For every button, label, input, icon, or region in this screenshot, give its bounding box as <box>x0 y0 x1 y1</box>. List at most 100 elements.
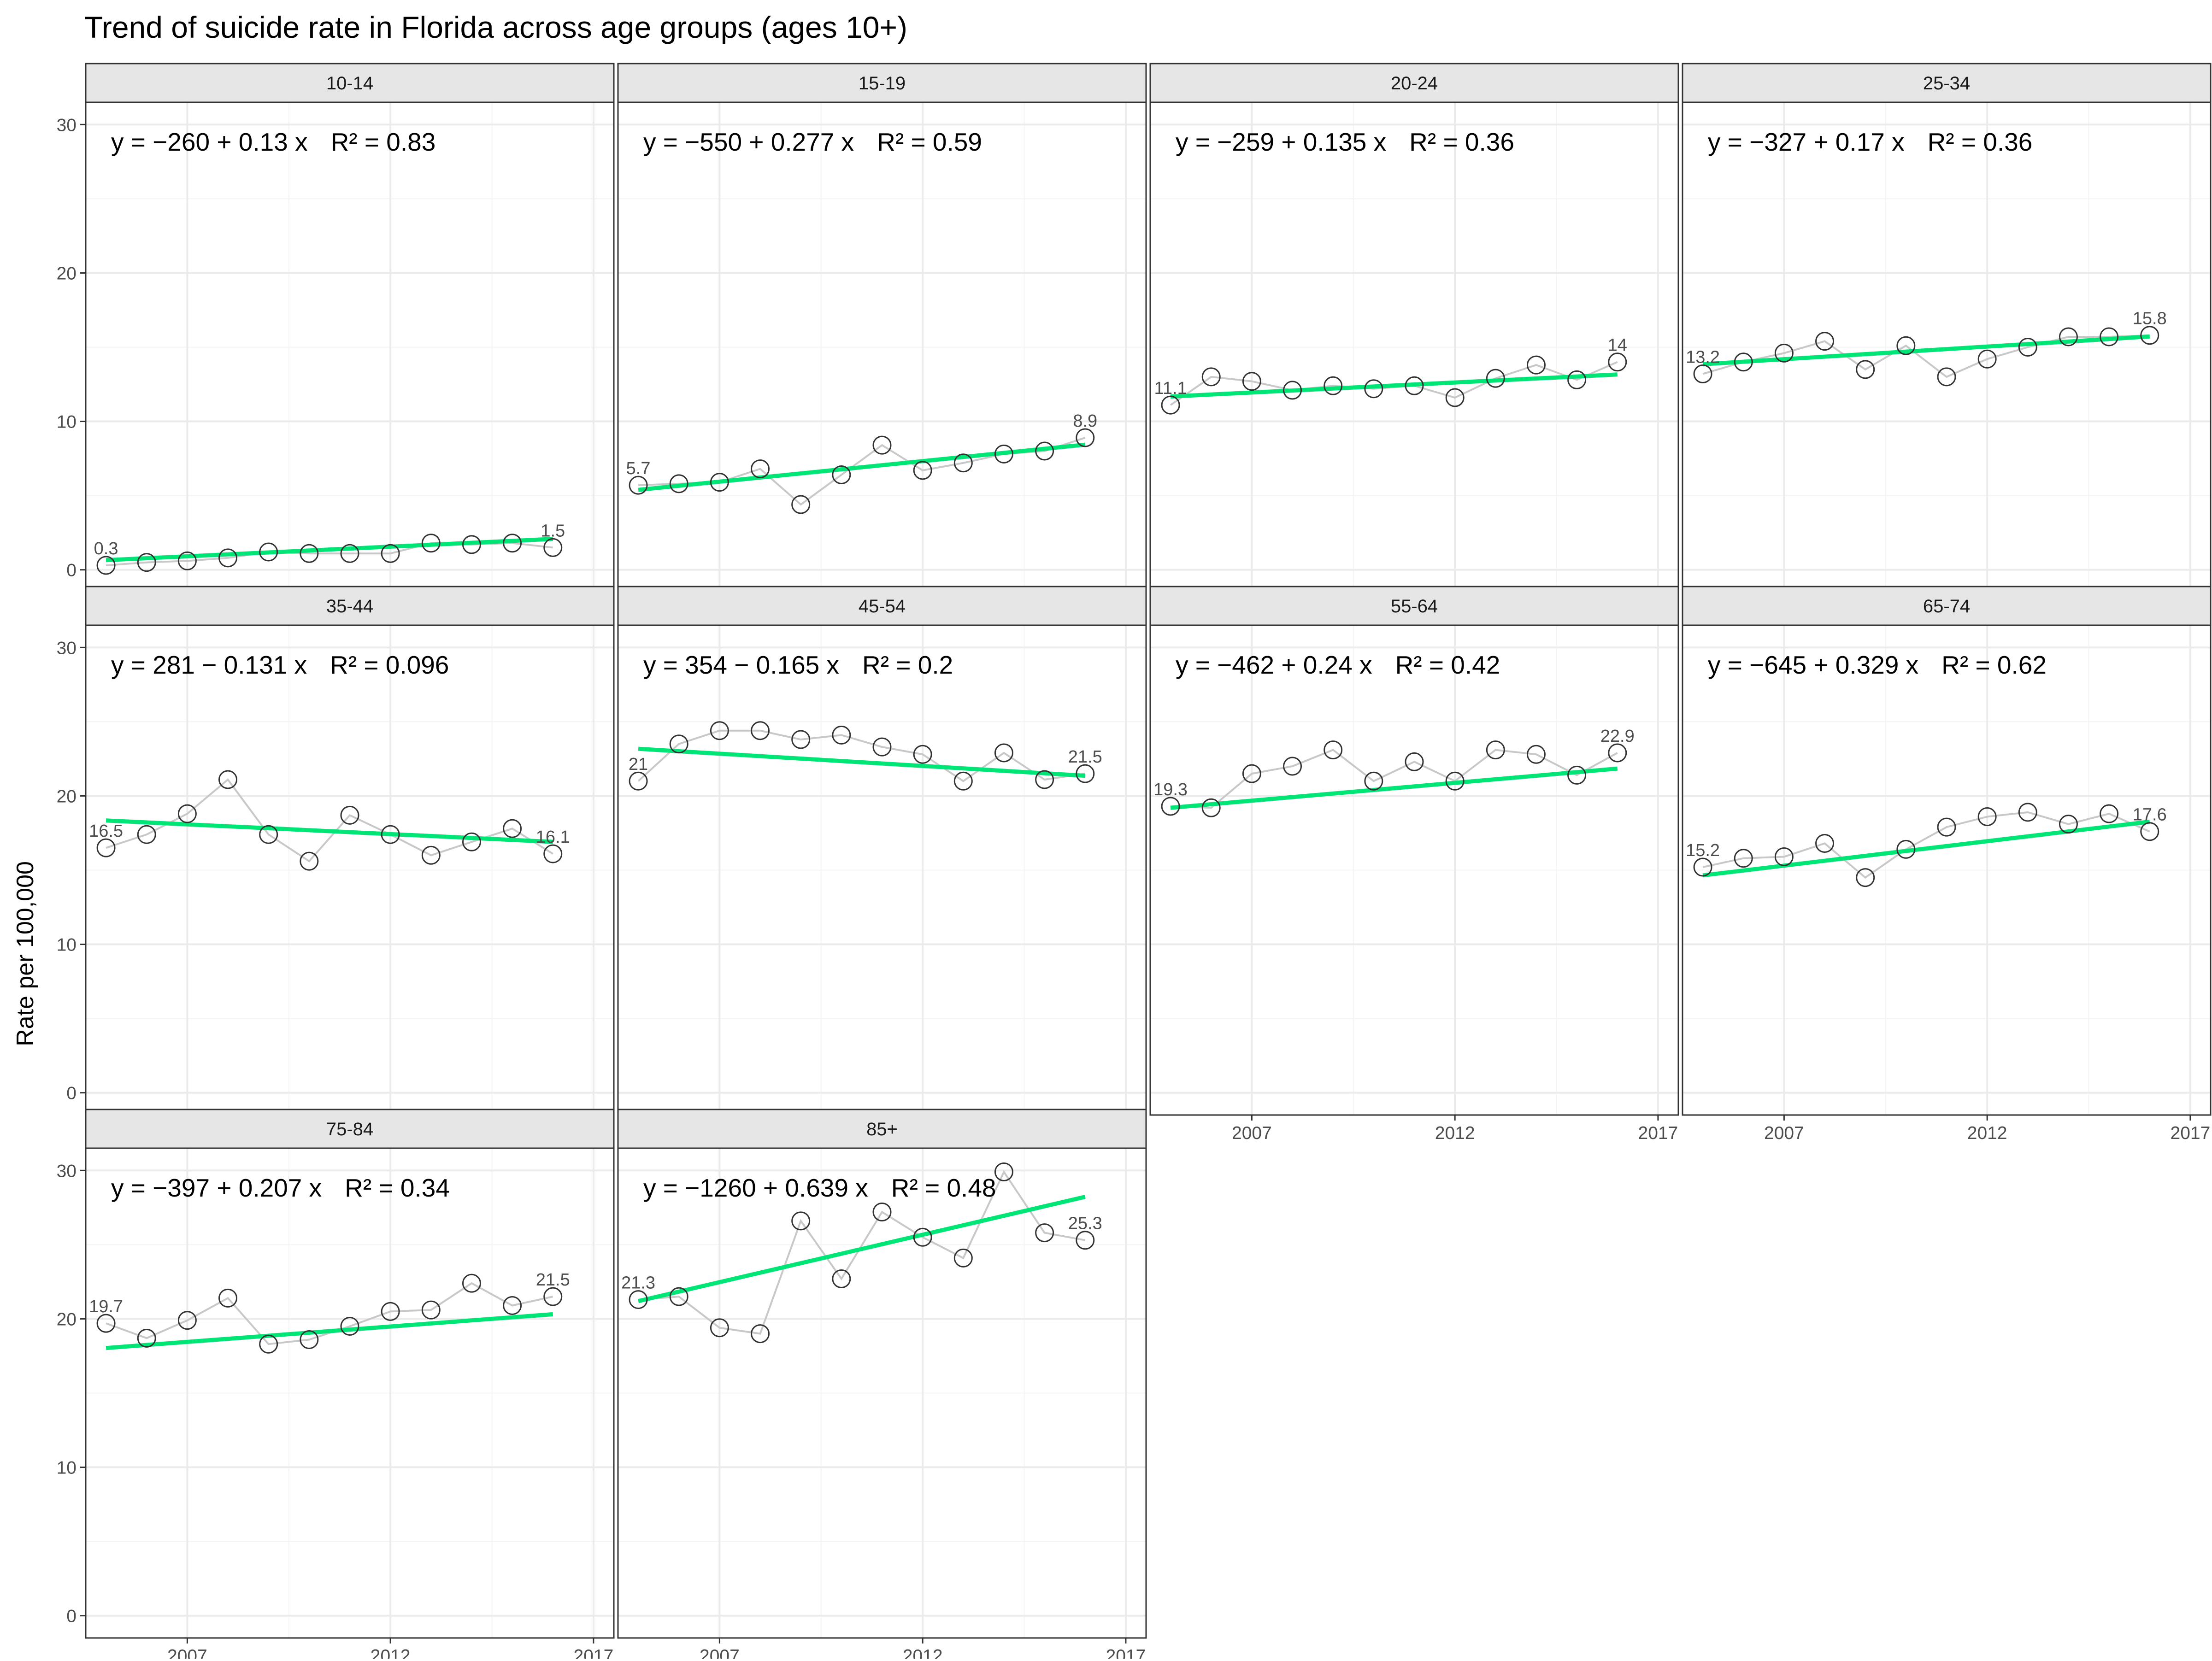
data-point <box>1445 771 1465 791</box>
data-point <box>177 1311 197 1330</box>
regression-line <box>1170 766 1618 810</box>
facet-strip <box>85 586 615 626</box>
data-point <box>1161 395 1180 415</box>
regression-line <box>106 537 553 563</box>
last-value-label: 17.6 <box>2133 805 2167 825</box>
data-point <box>218 548 238 568</box>
data-point <box>2018 338 2037 357</box>
data-point <box>832 465 851 485</box>
data-point <box>381 544 400 563</box>
chart-title: Trend of suicide rate in Florida across … <box>84 10 907 44</box>
data-point <box>381 1302 400 1321</box>
x-tick-label: 2017 <box>2171 1123 2211 1143</box>
data-point <box>1405 376 1424 395</box>
series-line <box>1702 334 2150 378</box>
facet-strip-label: 20-24 <box>1391 73 1438 94</box>
data-point <box>629 771 648 791</box>
data-point <box>1734 352 1753 372</box>
facet-panel-45-54: 45-54 21 21.5 y = 354 − 0.165 x R² = 0.2 <box>617 586 1147 1116</box>
data-point <box>751 1324 770 1344</box>
facet-strip-label: 55-64 <box>1391 596 1438 616</box>
data-point <box>2140 326 2159 345</box>
r-squared-label: R² = 0.34 <box>345 1174 450 1202</box>
data-point <box>994 444 1013 464</box>
r-squared-label: R² = 0.42 <box>1395 651 1500 679</box>
data-point <box>1856 360 1875 379</box>
data-point <box>421 1300 441 1320</box>
x-tick-label: 2007 <box>1232 1123 1272 1143</box>
data-point <box>1486 740 1505 760</box>
x-tick-label: 2012 <box>903 1646 943 1659</box>
data-point <box>503 1296 522 1315</box>
panel-border <box>1149 624 1679 1116</box>
data-point <box>1242 372 1261 391</box>
first-value-label: 19.3 <box>1153 780 1188 799</box>
regression-equation: y = −397 + 0.207 x <box>111 1174 322 1202</box>
first-value-label: 16.5 <box>89 822 123 841</box>
facet-strip <box>1682 63 2212 103</box>
data-point <box>1693 857 1712 877</box>
data-point <box>994 743 1013 763</box>
data-point <box>96 838 116 857</box>
data-point <box>543 1287 563 1306</box>
data-point <box>710 473 729 492</box>
regression-line <box>638 442 1086 492</box>
data-point <box>629 475 648 495</box>
regression-equation: y = −462 + 0.24 x <box>1176 651 1372 679</box>
data-point <box>462 535 481 554</box>
facet-panel-35-44: 35-44 0 10 20 30 16.5 16.1 y = 281 − 0.131 x R² … <box>57 586 615 1116</box>
data-point <box>462 1274 481 1293</box>
data-point <box>1734 849 1753 868</box>
data-point <box>669 1287 688 1306</box>
data-point <box>1445 388 1465 407</box>
last-value-label: 16.1 <box>536 828 570 847</box>
last-value-label: 21.5 <box>536 1270 570 1290</box>
data-point <box>340 544 359 563</box>
data-point <box>1608 352 1627 372</box>
data-point <box>1567 370 1587 389</box>
x-tick-label: 2012 <box>1435 1123 1475 1143</box>
data-point <box>2140 822 2159 841</box>
regression-line <box>106 1312 553 1350</box>
x-tick-label: 2007 <box>167 1646 207 1659</box>
data-point <box>710 1318 729 1338</box>
data-point <box>1486 369 1505 388</box>
first-value-label: 21 <box>629 755 648 774</box>
y-tick-label: 20 <box>57 1309 76 1329</box>
y-tick-label: 30 <box>57 115 76 135</box>
data-point <box>1774 343 1794 363</box>
x-tick-label: 2012 <box>371 1646 411 1659</box>
data-point <box>1364 379 1383 399</box>
last-value-label: 25.3 <box>1068 1214 1102 1233</box>
data-point <box>1161 797 1180 816</box>
facet-panel-75-84: 75-84 0 10 20 30 2007 2012 2017 19.7 21.5 y = −397… <box>57 1109 615 1661</box>
data-point <box>994 1162 1013 1182</box>
data-point <box>953 771 973 791</box>
data-point <box>381 825 400 844</box>
facet-strip-label: 45-54 <box>859 596 906 616</box>
data-point <box>1076 764 1095 783</box>
data-point <box>710 721 729 740</box>
data-point <box>96 556 116 575</box>
data-point <box>2018 803 2037 822</box>
data-point <box>1035 1223 1054 1243</box>
data-point <box>177 804 197 823</box>
facet-strip <box>1149 586 1679 626</box>
facet-strip <box>85 1109 615 1149</box>
first-value-label: 11.1 <box>1154 379 1187 398</box>
data-point <box>1526 745 1546 764</box>
data-point <box>1324 740 1343 760</box>
r-squared-label: R² = 0.2 <box>862 651 953 679</box>
x-tick-label: 2007 <box>1764 1123 1804 1143</box>
data-point <box>218 770 238 789</box>
facet-strip-label: 25-34 <box>1923 73 1970 94</box>
data-point <box>1896 336 1916 355</box>
last-value-label: 15.8 <box>2133 309 2167 329</box>
data-point <box>751 721 770 740</box>
data-point <box>177 551 197 570</box>
data-point <box>1977 807 1997 827</box>
facet-panel-10-14: 10-14 0 10 20 30 0.3 1.5 y = −260 + 0.13 x R² = … <box>57 63 615 593</box>
data-point <box>1693 364 1712 383</box>
